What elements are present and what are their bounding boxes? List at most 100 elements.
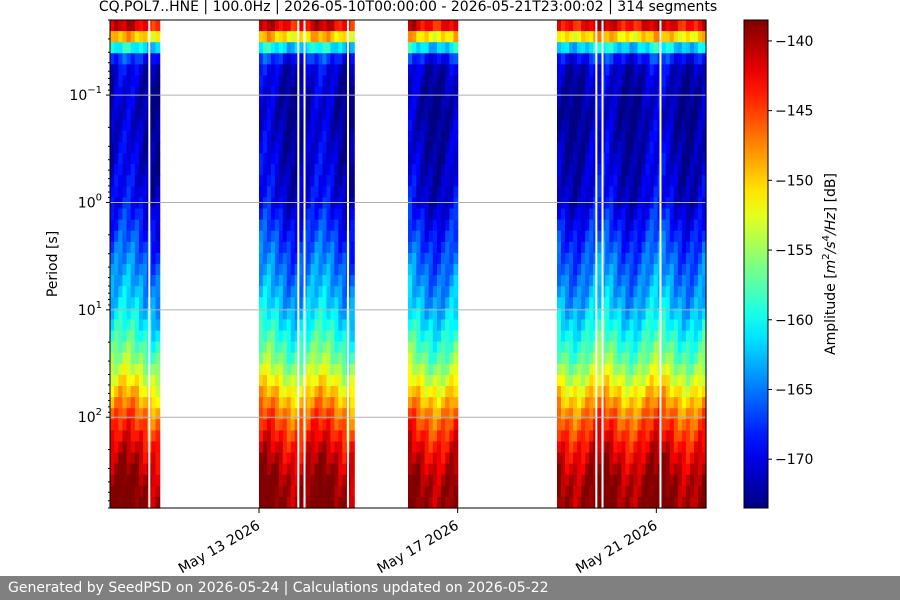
heatmap-cell (110, 408, 115, 420)
heatmap-cell (633, 64, 639, 77)
heatmap-cell (122, 463, 128, 476)
heatmap-cell (625, 330, 631, 343)
heatmap-cell (310, 31, 316, 43)
heatmap-cell (625, 252, 631, 265)
heatmap-cell (432, 463, 438, 476)
heatmap-cell (259, 363, 264, 376)
heatmap-cell (290, 386, 296, 398)
heatmap-cell (681, 42, 687, 54)
heatmap-cell (282, 286, 288, 298)
heatmap-cell (416, 319, 422, 332)
heatmap-cell (310, 408, 316, 420)
heatmap-cell (408, 108, 413, 121)
heatmap-cell (306, 319, 312, 332)
heatmap-cell (408, 20, 413, 32)
heatmap-cell (685, 463, 691, 476)
heatmap-cell (155, 341, 161, 354)
heatmap-cell (436, 197, 442, 210)
heatmap-cell (286, 363, 292, 376)
heatmap-cell (453, 441, 459, 454)
heatmap-cell (334, 297, 339, 309)
heatmap-cell (138, 463, 144, 476)
heatmap-cell (282, 452, 288, 465)
heatmap-cell (573, 452, 578, 465)
heatmap-cell (420, 153, 426, 165)
heatmap-cell (143, 252, 148, 265)
heatmap-cell (453, 374, 459, 387)
heatmap-cell (428, 341, 434, 354)
heatmap-cell (669, 419, 675, 431)
heatmap-cell (589, 264, 594, 276)
heatmap-cell (118, 308, 124, 321)
heatmap-cell (314, 31, 320, 43)
heatmap-cell (138, 275, 144, 287)
heatmap-cell (290, 186, 296, 199)
heatmap-cell (573, 119, 578, 132)
heatmap-cell (134, 330, 140, 343)
heatmap-cell (138, 241, 144, 254)
heatmap-cell (665, 97, 671, 110)
heatmap-cell (412, 75, 417, 88)
heatmap-cell (629, 142, 635, 154)
heatmap-cell (130, 31, 136, 43)
heatmap-cell (629, 230, 635, 243)
heatmap-cell (449, 252, 455, 265)
heatmap-cell (326, 374, 331, 387)
heatmap-cell (326, 441, 331, 454)
heatmap-cell (561, 430, 566, 443)
heatmap-cell (126, 31, 132, 43)
heatmap-cell (613, 430, 619, 443)
heatmap-cell (685, 397, 691, 409)
heatmap-cell (697, 419, 703, 431)
heatmap-cell (453, 419, 459, 431)
heatmap-cell (669, 97, 675, 110)
heatmap-cell (138, 308, 144, 321)
heatmap-cell (298, 330, 304, 343)
heatmap-cell (298, 42, 304, 54)
heatmap-cell (138, 286, 144, 298)
heatmap-cell (151, 119, 157, 132)
heatmap-cell (330, 374, 335, 387)
heatmap-cell (589, 153, 594, 165)
heatmap-cell (322, 20, 328, 32)
heatmap-cell (282, 219, 288, 232)
heatmap-cell (342, 20, 347, 32)
heatmap-cell (130, 241, 136, 254)
heatmap-cell (126, 308, 132, 321)
heatmap-cell (649, 130, 655, 143)
heatmap-cell (118, 474, 124, 487)
heatmap-cell (298, 130, 304, 143)
heatmap-cell (669, 75, 675, 88)
heatmap-cell (641, 64, 647, 77)
heatmap-cell (322, 452, 328, 465)
heatmap-cell (609, 319, 614, 332)
heatmap-cell (338, 386, 343, 398)
heatmap-cell (143, 31, 148, 43)
heatmap-cell (306, 53, 312, 65)
heatmap-cell (412, 108, 417, 121)
heatmap-cell (274, 241, 280, 254)
heatmap-cell (585, 64, 590, 77)
heatmap-cell (573, 130, 578, 143)
heatmap-cell (138, 86, 144, 99)
heatmap-cell (581, 20, 586, 32)
heatmap-cell (633, 308, 639, 321)
heatmap-cell (441, 64, 446, 77)
heatmap-cell (449, 297, 455, 309)
heatmap-cell (322, 241, 328, 254)
heatmap-cell (573, 286, 578, 298)
heatmap-cell (653, 474, 659, 487)
heatmap-cell (677, 20, 683, 32)
heatmap-cell (420, 119, 426, 132)
heatmap-cell (589, 408, 594, 420)
heatmap-cell (581, 441, 586, 454)
heatmap-cell (445, 474, 450, 487)
heatmap-cell (701, 208, 707, 221)
heatmap-cell (314, 430, 320, 443)
heatmap-cell (306, 241, 312, 254)
heatmap-cell (689, 241, 695, 254)
heatmap-cell (278, 264, 284, 276)
heatmap-cell (270, 363, 276, 376)
heatmap-cell (138, 64, 144, 77)
colorbar-tick-label: −170 (775, 452, 813, 468)
